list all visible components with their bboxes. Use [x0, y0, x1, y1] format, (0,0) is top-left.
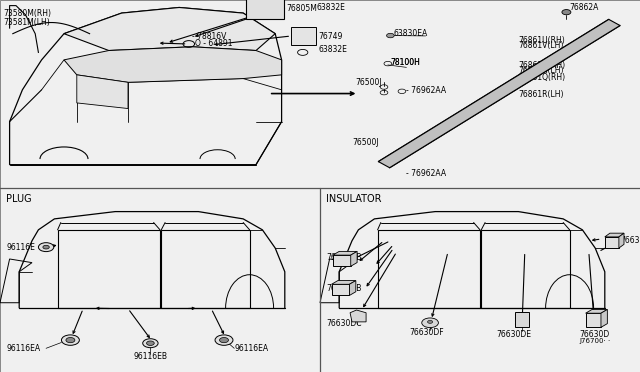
Text: J: J	[177, 51, 179, 60]
Circle shape	[61, 335, 79, 345]
Bar	[515, 312, 529, 327]
Polygon shape	[601, 310, 607, 327]
Text: 96116EA: 96116EA	[6, 344, 40, 353]
Text: 76861V(LH): 76861V(LH)	[518, 41, 564, 50]
Polygon shape	[605, 233, 624, 237]
Text: 73580M(RH): 73580M(RH)	[3, 9, 51, 17]
Text: 76630DB: 76630DB	[326, 253, 362, 262]
Polygon shape	[77, 75, 128, 109]
Polygon shape	[333, 251, 357, 255]
Polygon shape	[350, 310, 366, 322]
Text: 76861R(LH): 76861R(LH)	[518, 90, 564, 99]
Text: PLUG: PLUG	[6, 194, 32, 204]
Text: 78100H: 78100H	[390, 58, 420, 67]
Text: 63832E: 63832E	[317, 3, 346, 12]
Polygon shape	[351, 251, 357, 266]
Text: 96116EA: 96116EA	[234, 344, 268, 353]
Polygon shape	[586, 310, 607, 313]
Text: J76700· ·: J76700· ·	[579, 339, 611, 344]
Polygon shape	[349, 280, 356, 295]
Text: 76861Q(RH): 76861Q(RH)	[518, 73, 566, 82]
Bar	[333, 255, 351, 266]
Text: 76862A: 76862A	[570, 3, 599, 12]
Text: — 78816V: — 78816V	[189, 51, 228, 60]
Text: 76500J: 76500J	[352, 138, 379, 147]
Polygon shape	[332, 280, 356, 284]
Text: - 78816V: - 78816V	[192, 32, 227, 42]
Text: 76630DC: 76630DC	[326, 319, 362, 328]
Circle shape	[387, 33, 394, 38]
Circle shape	[215, 335, 233, 345]
Text: 76630DB: 76630DB	[326, 284, 362, 293]
Bar	[605, 237, 619, 248]
Circle shape	[428, 320, 433, 323]
Circle shape	[147, 341, 154, 346]
Circle shape	[422, 318, 438, 328]
Text: 76630DA: 76630DA	[621, 236, 640, 245]
Bar	[332, 284, 349, 295]
Text: 96116E: 96116E	[6, 243, 35, 251]
Circle shape	[220, 337, 228, 343]
Circle shape	[43, 245, 49, 249]
Text: 76500J: 76500J	[355, 78, 382, 87]
Text: 63832E: 63832E	[318, 45, 347, 54]
Circle shape	[562, 10, 571, 15]
Text: 76805M: 76805M	[286, 4, 317, 13]
Circle shape	[143, 339, 158, 348]
Text: 78100H: 78100H	[390, 58, 420, 67]
Text: 76630DE: 76630DE	[496, 330, 531, 339]
Text: - 76962AA: - 76962AA	[406, 169, 447, 178]
Text: INSULATOR: INSULATOR	[326, 194, 382, 204]
Circle shape	[38, 243, 54, 251]
Bar	[246, 0, 284, 19]
Polygon shape	[64, 47, 282, 82]
Text: O - 64891: O - 64891	[195, 39, 233, 48]
Bar	[291, 27, 316, 45]
Polygon shape	[619, 233, 624, 248]
Text: 76630DF: 76630DF	[410, 328, 444, 337]
Text: - 76962AA: - 76962AA	[406, 86, 447, 95]
Polygon shape	[64, 7, 275, 51]
Text: 63830EA: 63830EA	[394, 29, 428, 38]
Text: 76749: 76749	[318, 32, 342, 41]
Bar	[586, 313, 601, 327]
Text: 76861Q(RH): 76861Q(RH)	[518, 61, 566, 70]
Circle shape	[66, 337, 75, 343]
Polygon shape	[378, 19, 620, 168]
Text: 76861R(LH): 76861R(LH)	[518, 66, 564, 75]
Polygon shape	[10, 7, 282, 165]
Text: 73581M(LH): 73581M(LH)	[3, 18, 50, 27]
Text: 96116EB: 96116EB	[133, 352, 168, 361]
Text: 76861U(RH): 76861U(RH)	[518, 36, 565, 45]
Text: 76630D: 76630D	[579, 330, 609, 339]
